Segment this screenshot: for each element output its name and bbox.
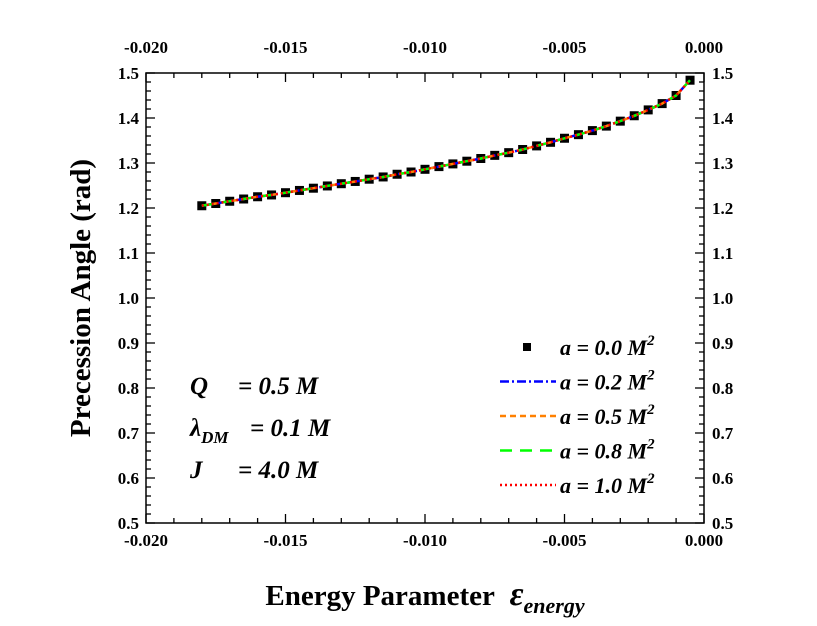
y-tick-label-left: 0.8 (118, 379, 139, 398)
x-tick-label-top: 0.000 (685, 38, 723, 57)
legend-label-superscript: 2 (646, 368, 655, 384)
axis-ticks: -0.020 -0.020 -0.015 -0.015 -0.010 -0.010 -0.0… (118, 38, 734, 550)
annotation-value: = 0.5 M (238, 373, 319, 400)
x-axis-title-text: Energy Parameter (265, 580, 495, 612)
series-line (201, 79, 691, 207)
y-tick-label-right: 1.5 (712, 64, 733, 83)
y-axis-title: Precession Angle (rad) (65, 159, 97, 437)
x-tick-label-bottom: 0.000 (685, 531, 723, 550)
y-tick-label-right: 0.9 (712, 334, 733, 353)
series-layer (197, 75, 695, 211)
legend-label-superscript: 2 (646, 471, 655, 487)
data-point-marker (685, 75, 695, 85)
y-tick-label-left: 1.5 (118, 64, 139, 83)
legend-label-superscript: 2 (646, 437, 655, 453)
y-tick-label-right: 0.8 (712, 379, 733, 398)
plot-frame (145, 72, 705, 524)
legend-marker (523, 343, 531, 351)
y-tick-label-right: 1.4 (712, 109, 734, 128)
annotation-symbol-text: Q (190, 373, 208, 400)
annotation-symbol-text: J (189, 457, 204, 484)
y-tick-label-left: 0.9 (118, 334, 139, 353)
legend-label-text: a = 0.5 M (560, 404, 649, 429)
y-tick-label-left: 0.5 (118, 514, 139, 533)
x-tick-label-top: -0.010 (403, 38, 447, 57)
data-point-marker (643, 105, 653, 115)
legend-label: a = 0.2 M2 (560, 368, 655, 395)
annotation-symbol: Q (190, 373, 208, 400)
x-tick-label-bottom: -0.005 (543, 531, 587, 550)
annotation-symbol: λDM (189, 415, 229, 447)
x-tick-label-top: -0.015 (264, 38, 308, 57)
legend: a = 0.0 M2a = 0.2 M2a = 0.5 M2a = 0.8 M2… (500, 333, 655, 498)
x-axis-title-symbol: ε (510, 576, 524, 613)
y-tick-label-right: 1.0 (712, 289, 733, 308)
legend-label-text: a = 1.0 M (560, 473, 649, 498)
annotation-value: = 0.1 M (250, 415, 331, 442)
x-axis-title: Energy Parameter εenergy (265, 576, 584, 618)
y-tick-label-left: 1.0 (118, 289, 139, 308)
legend-label-superscript: 2 (646, 402, 655, 418)
x-tick-label-bottom: -0.010 (403, 531, 447, 550)
y-tick-label-right: 0.7 (712, 424, 734, 443)
legend-label-text: a = 0.2 M (560, 370, 649, 395)
legend-label-text: a = 0.8 M (560, 439, 649, 464)
legend-label: a = 0.5 M2 (560, 402, 655, 429)
y-tick-label-left: 1.4 (118, 109, 140, 128)
y-tick-label-right: 1.2 (712, 199, 733, 218)
y-tick-label-right: 0.5 (712, 514, 733, 533)
legend-label: a = 0.0 M2 (560, 333, 655, 360)
y-tick-label-right: 0.6 (712, 469, 733, 488)
legend-label: a = 0.8 M2 (560, 437, 655, 464)
y-tick-label-left: 1.2 (118, 199, 139, 218)
data-point-marker (392, 169, 402, 179)
x-tick-label-top: -0.005 (543, 38, 587, 57)
legend-label-superscript: 2 (646, 333, 655, 349)
y-tick-label-left: 0.6 (118, 469, 139, 488)
y-tick-label-left: 0.7 (118, 424, 140, 443)
series-line (201, 79, 691, 207)
y-tick-label-left: 1.3 (118, 154, 139, 173)
annotation-symbol: J (189, 457, 204, 484)
x-tick-label-top: -0.020 (124, 38, 168, 57)
series-line (201, 79, 691, 207)
x-tick-label-bottom: -0.015 (264, 531, 308, 550)
legend-label-text: a = 0.0 M (560, 335, 649, 360)
annotation-value: = 4.0 M (238, 457, 319, 484)
parameter-annotation: Q = 0.5 M λDM = 0.1 M J = 4.0 M (189, 373, 331, 484)
y-tick-label-right: 1.3 (712, 154, 733, 173)
data-point-marker (197, 201, 207, 211)
annotation-symbol-text: λ (189, 415, 201, 442)
legend-label: a = 1.0 M2 (560, 471, 655, 498)
x-tick-label-bottom: -0.020 (124, 531, 168, 550)
x-axis-title-subscript: energy (524, 593, 585, 618)
y-tick-label-right: 1.1 (712, 244, 733, 263)
series-line (201, 79, 691, 207)
y-tick-label-left: 1.1 (118, 244, 139, 263)
annotation-subscript: DM (200, 428, 229, 447)
